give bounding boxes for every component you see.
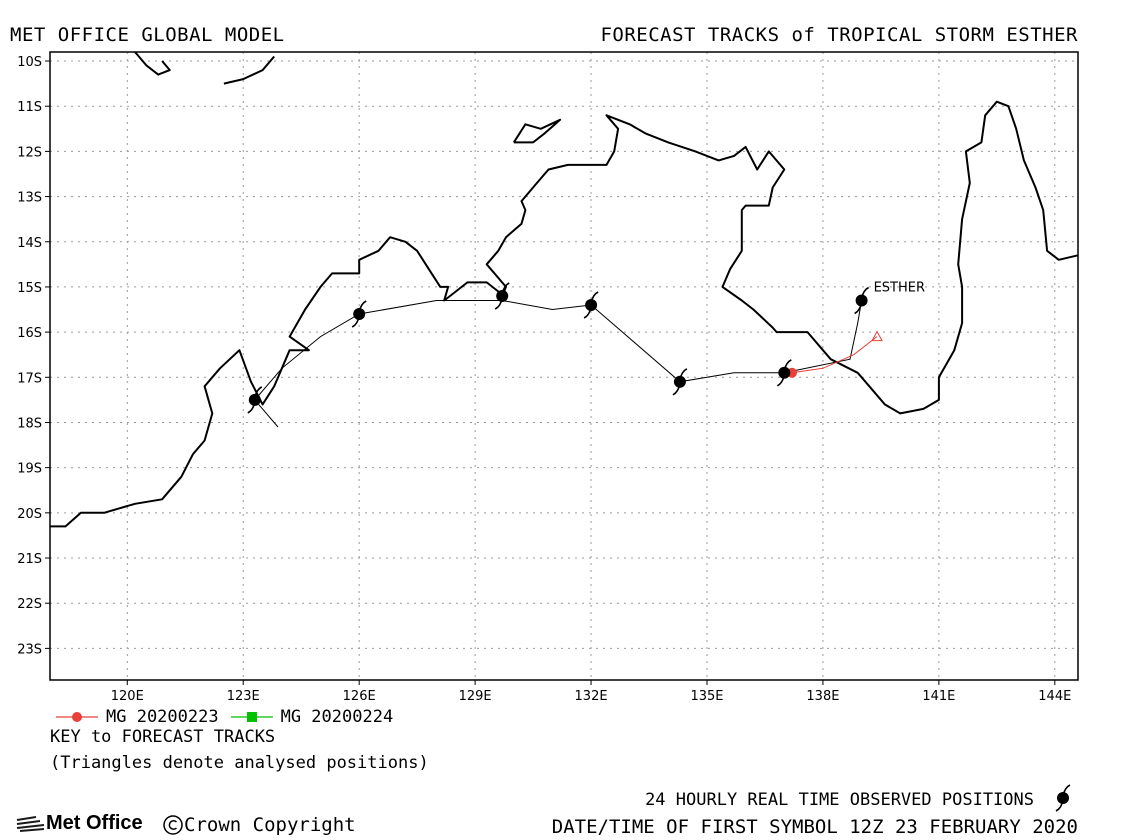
storm-symbol (494, 282, 510, 310)
lon-tick-label: 144E (1038, 689, 1071, 704)
lat-tick-label: 21S (17, 552, 42, 567)
lat-tick-label: 20S (17, 507, 42, 522)
coastline-segment-3 (512, 118, 562, 144)
forecast-analysed-triangle-0 (871, 330, 883, 342)
first-symbol-datetime: DATE/TIME OF FIRST SYMBOL 12Z 23 FEBRUAR… (551, 816, 1078, 838)
lon-tick-label: 141E (922, 689, 955, 704)
lat-tick-label: 18S (17, 416, 42, 431)
lat-tick-label: 15S (17, 281, 42, 296)
met-office-logo-text: Met Office (46, 812, 143, 834)
lat-tick-label: 22S (17, 597, 42, 612)
legend-label-mg-20200224: MG 20200224 (280, 707, 394, 727)
lat-tick-label: 13S (17, 191, 42, 206)
forecast-legend: MG 20200223 MG 20200224 (54, 707, 393, 727)
lon-tick-label: 129E (459, 689, 492, 704)
observed-track-line (254, 300, 863, 428)
lat-tick-label: 12S (17, 145, 42, 160)
legend-label-mg-20200223: MG 20200223 (106, 707, 219, 727)
header-right-title: FORECAST TRACKS of TROPICAL STORM ESTHER (600, 24, 1078, 46)
lon-tick-label: 120E (111, 689, 144, 704)
coastline-segment-0 (50, 100, 1079, 528)
storm-symbol (672, 368, 688, 396)
copyright-icon (163, 815, 183, 835)
axes: 120E 123E 126E 129E 132E 135E 138E 141E 144E 10S 1… (17, 55, 1071, 704)
key-note: (Triangles denote analysed positions) (50, 753, 429, 773)
storm-symbol (351, 300, 367, 328)
met-office-logo: Met Office (16, 812, 143, 835)
lat-tick-label: 19S (17, 462, 42, 477)
lon-tick-label: 135E (690, 689, 723, 704)
forecast-track-line-0 (791, 336, 878, 374)
lat-tick-label: 23S (17, 642, 42, 657)
storm-symbol-key-icon (1055, 784, 1071, 812)
storm-symbol (247, 386, 263, 414)
storm-symbol (583, 291, 599, 319)
coastline-segment-2 (223, 55, 275, 85)
lat-tick-label: 14S (17, 236, 42, 251)
header-left-title: MET OFFICE GLOBAL MODEL (10, 24, 285, 46)
map-frame (49, 51, 1079, 681)
lon-tick-label: 138E (806, 689, 839, 704)
legend-swatch-mg-20200224 (230, 712, 273, 722)
copyright-text: Crown Copyright (184, 814, 356, 836)
lat-tick-label: 11S (17, 100, 42, 115)
map-grid (50, 52, 1078, 680)
tracks (254, 300, 883, 428)
legend-swatch-mg-20200223 (56, 712, 98, 722)
coastline-segment-1 (134, 51, 171, 76)
storm-symbols: ESTHER (247, 280, 925, 414)
lat-tick-label: 17S (17, 371, 42, 386)
storm-symbol (854, 286, 869, 315)
storm-name-label: ESTHER (874, 280, 925, 295)
key-title: KEY to FORECAST TRACKS (50, 727, 276, 747)
lon-tick-label: 123E (227, 689, 260, 704)
storm-symbol (776, 359, 792, 387)
lon-tick-label: 132E (575, 689, 608, 704)
met-office-logo-icon (16, 815, 45, 832)
coastline (50, 51, 1079, 528)
lon-tick-label: 126E (343, 689, 376, 704)
lat-tick-label: 10S (17, 55, 42, 70)
lat-tick-label: 16S (17, 326, 42, 341)
copyright-notice: Crown Copyright (162, 814, 356, 836)
observed-positions-note: 24 HOURLY REAL TIME OBSERVED POSITIONS (645, 790, 1034, 810)
